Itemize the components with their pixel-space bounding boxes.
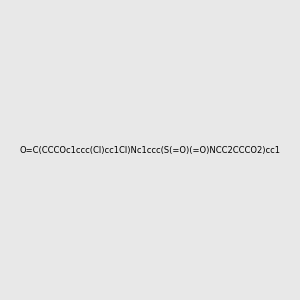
Text: O=C(CCCOc1ccc(Cl)cc1Cl)Nc1ccc(S(=O)(=O)NCC2CCCO2)cc1: O=C(CCCOc1ccc(Cl)cc1Cl)Nc1ccc(S(=O)(=O)N… bbox=[20, 146, 281, 154]
